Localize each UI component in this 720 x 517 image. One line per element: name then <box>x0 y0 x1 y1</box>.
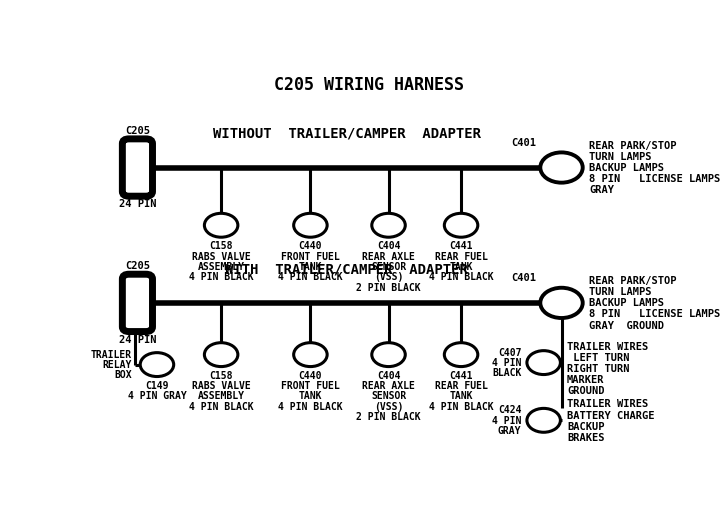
Text: 8 PIN   LICENSE LAMPS: 8 PIN LICENSE LAMPS <box>590 310 720 320</box>
Text: LEFT TURN: LEFT TURN <box>567 353 629 363</box>
Text: GRAY: GRAY <box>590 185 614 195</box>
Text: RELAY: RELAY <box>102 360 132 370</box>
Text: BOX: BOX <box>114 370 132 381</box>
Circle shape <box>372 214 405 237</box>
Text: ASSEMBLY: ASSEMBLY <box>197 391 245 401</box>
Text: BACKUP LAMPS: BACKUP LAMPS <box>590 163 665 173</box>
Text: RIGHT TURN: RIGHT TURN <box>567 364 629 374</box>
Text: ASSEMBLY: ASSEMBLY <box>197 262 245 272</box>
Text: C205: C205 <box>125 126 150 135</box>
Text: TURN LAMPS: TURN LAMPS <box>590 287 652 297</box>
Text: GRAY  GROUND: GRAY GROUND <box>590 321 665 330</box>
Text: FRONT FUEL: FRONT FUEL <box>281 252 340 262</box>
Text: BACKUP LAMPS: BACKUP LAMPS <box>590 298 665 308</box>
Circle shape <box>444 343 478 367</box>
Circle shape <box>372 343 405 367</box>
Circle shape <box>527 351 560 374</box>
Text: WITHOUT  TRAILER/CAMPER  ADAPTER: WITHOUT TRAILER/CAMPER ADAPTER <box>212 127 481 141</box>
Text: BACKUP: BACKUP <box>567 422 605 432</box>
Text: TANK: TANK <box>449 391 473 401</box>
Circle shape <box>140 353 174 376</box>
Text: SENSOR: SENSOR <box>371 391 406 401</box>
Text: C404: C404 <box>377 371 400 381</box>
Text: SENSOR: SENSOR <box>371 262 406 272</box>
Text: C440: C440 <box>299 241 322 251</box>
Text: 4 PIN BLACK: 4 PIN BLACK <box>428 272 493 282</box>
Circle shape <box>294 214 327 237</box>
Text: 4 PIN GRAY: 4 PIN GRAY <box>127 391 186 401</box>
Text: C441: C441 <box>449 241 473 251</box>
Text: 4 PIN BLACK: 4 PIN BLACK <box>428 402 493 412</box>
Text: REAR PARK/STOP: REAR PARK/STOP <box>590 276 677 286</box>
Text: WITH  TRAILER/CAMPER  ADAPTER: WITH TRAILER/CAMPER ADAPTER <box>225 262 468 276</box>
Text: (VSS): (VSS) <box>374 402 403 412</box>
Text: REAR AXLE: REAR AXLE <box>362 381 415 391</box>
Circle shape <box>527 408 560 432</box>
Text: 4 PIN BLACK: 4 PIN BLACK <box>189 402 253 412</box>
Text: 2 PIN BLACK: 2 PIN BLACK <box>356 283 421 293</box>
Text: C407: C407 <box>498 347 521 358</box>
Circle shape <box>204 343 238 367</box>
Text: TANK: TANK <box>299 391 322 401</box>
Text: GROUND: GROUND <box>567 386 605 396</box>
Text: FRONT FUEL: FRONT FUEL <box>281 381 340 391</box>
Text: C440: C440 <box>299 371 322 381</box>
Text: C401: C401 <box>511 138 536 148</box>
FancyBboxPatch shape <box>122 274 153 331</box>
FancyBboxPatch shape <box>122 139 153 196</box>
Text: REAR PARK/STOP: REAR PARK/STOP <box>590 141 677 150</box>
Text: 4 PIN: 4 PIN <box>492 416 521 425</box>
Text: TRAILER: TRAILER <box>91 349 132 360</box>
Text: GRAY: GRAY <box>498 426 521 436</box>
Text: C205 WIRING HARNESS: C205 WIRING HARNESS <box>274 76 464 94</box>
Text: BRAKES: BRAKES <box>567 433 605 443</box>
Text: 24 PIN: 24 PIN <box>119 334 156 345</box>
Text: C404: C404 <box>377 241 400 251</box>
Text: MARKER: MARKER <box>567 375 605 385</box>
Text: 4 PIN BLACK: 4 PIN BLACK <box>189 272 253 282</box>
Circle shape <box>540 288 582 318</box>
Text: C158: C158 <box>210 371 233 381</box>
Circle shape <box>294 343 327 367</box>
Text: C401: C401 <box>511 273 536 283</box>
Text: C149: C149 <box>145 381 168 390</box>
Text: 24 PIN: 24 PIN <box>119 200 156 209</box>
Text: 4 PIN: 4 PIN <box>492 358 521 368</box>
Text: TANK: TANK <box>449 262 473 272</box>
Text: 4 PIN BLACK: 4 PIN BLACK <box>278 402 343 412</box>
Text: BLACK: BLACK <box>492 368 521 378</box>
Circle shape <box>444 214 478 237</box>
Text: RABS VALVE: RABS VALVE <box>192 252 251 262</box>
Text: C441: C441 <box>449 371 473 381</box>
Text: TRAILER WIRES: TRAILER WIRES <box>567 400 648 409</box>
Text: C205: C205 <box>125 261 150 271</box>
Text: REAR FUEL: REAR FUEL <box>435 252 487 262</box>
Text: REAR FUEL: REAR FUEL <box>435 381 487 391</box>
Text: REAR AXLE: REAR AXLE <box>362 252 415 262</box>
Text: 4 PIN BLACK: 4 PIN BLACK <box>278 272 343 282</box>
Circle shape <box>204 214 238 237</box>
Text: TRAILER WIRES: TRAILER WIRES <box>567 342 648 352</box>
Text: (VSS): (VSS) <box>374 272 403 282</box>
Text: C424: C424 <box>498 405 521 415</box>
Text: TURN LAMPS: TURN LAMPS <box>590 152 652 162</box>
Text: TANK: TANK <box>299 262 322 272</box>
Text: C158: C158 <box>210 241 233 251</box>
Circle shape <box>540 153 582 183</box>
Text: 2 PIN BLACK: 2 PIN BLACK <box>356 412 421 422</box>
Text: RABS VALVE: RABS VALVE <box>192 381 251 391</box>
Text: 8 PIN   LICENSE LAMPS: 8 PIN LICENSE LAMPS <box>590 174 720 184</box>
Text: BATTERY CHARGE: BATTERY CHARGE <box>567 410 654 420</box>
